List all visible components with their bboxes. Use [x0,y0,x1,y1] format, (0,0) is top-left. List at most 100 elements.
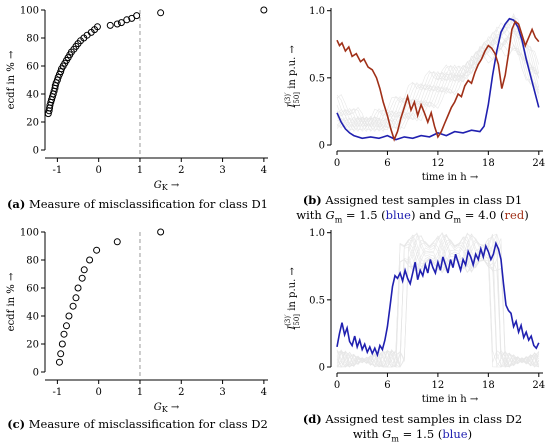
background-trace-b-1 [336,12,540,132]
x-tick-label-a-0: -1 [53,165,63,176]
y-tick-label-c-2: 40 [26,312,39,323]
background-trace-d-7 [336,233,540,368]
caption-c-letter: (c) [7,417,26,431]
y-tick-label-a-5: 100 [20,6,39,17]
x-tick-label-b-0: 0 [334,158,340,169]
data-point-a-15 [57,68,65,76]
y-tick-label-a-2: 40 [26,90,39,101]
data-point-c-10 [80,266,88,274]
x-tick-label-c-3: 2 [178,387,184,398]
data-point-c-7 [72,294,80,302]
chart-a-svg: 0 20 40 60 80 100 -1 0 1 2 3 4 ecdf in % → GK → [6,6,268,192]
background-trace-d-10 [336,235,540,368]
data-point-a-37 [133,12,141,20]
background-trace-d-3 [336,237,540,368]
chart-b-svg: 0 0.5 1.0 0 6 12 18 24 time in h → I(3)′[50] in p… [284,6,545,183]
x-tick-label-a-4: 3 [219,165,225,176]
chart-d: 0 0.5 1.0 0 6 12 18 24 time in h → I(3)′[50] in p… [275,222,550,412]
x-tick-label-c-0: -1 [53,387,63,398]
y-tick-label-d-0: 0 [319,363,325,374]
x-tick-label-d-2: 12 [432,380,445,391]
background-trace-b-0 [336,17,540,131]
data-point-a-38 [157,9,165,17]
background-trace-d-2 [336,233,539,368]
data-point-a-32 [106,21,114,29]
y-tick-label-b-0: 0 [319,141,325,152]
caption-d-g1-sub: m [391,434,399,444]
caption-d-end: ) [467,427,473,441]
background-trace-d-5 [336,232,539,368]
x-axis-label-d: time in h → [422,394,479,405]
y-tick-label-b-1: 0.5 [309,73,325,84]
data-point-c-2 [58,340,66,348]
caption-d: (d) Assigned test samples in class D2 wi… [275,412,550,446]
background-traces-d [336,232,540,368]
x-tick-label-c-2: 1 [137,387,143,398]
x-tick-label-b-2: 12 [432,158,445,169]
caption-d-with: with [352,427,383,441]
background-trace-b-5 [336,26,539,132]
series-line-b-0 [336,17,540,141]
caption-d-line2: with Gm = 1.5 (blue) [275,427,550,446]
x-tick-label-b-4: 24 [532,158,545,169]
data-point-c-0 [55,358,63,366]
y-axis-label-d: I(3)′[50] in p.u. → [284,267,301,331]
y-axis-label-b: I(3)′[50] in p.u. → [284,45,301,109]
background-trace-b-8 [336,28,540,132]
background-trace-d-4 [337,233,540,368]
y-axis-label-a: ecdf in % → [6,50,17,109]
x-tick-label-d-0: 0 [334,380,340,391]
chart-a: 0 20 40 60 80 100 -1 0 1 2 3 4 ecdf in % → GK → [0,0,275,192]
y-tick-label-c-0: 0 [33,368,39,379]
chart-c-svg: 0 20 40 60 80 100 -1 0 1 2 3 4 ecdf in % → GK → [6,228,268,414]
y-tick-label-a-1: 20 [26,118,39,129]
data-point-c-6 [69,302,77,310]
caption-b-with: with [296,208,326,222]
caption-b-and: ) and [410,208,445,222]
data-point-c-9 [78,274,86,282]
x-tick-label-d-3: 18 [482,380,495,391]
background-trace-b-12 [336,43,540,131]
caption-b-end: ) [524,208,529,222]
caption-d-letter: (d) [302,412,322,426]
caption-b-g2-val: = 4.0 ( [461,208,505,222]
chart-d-svg: 0 0.5 1.0 0 6 12 18 24 time in h → I(3)′[50] in p… [284,228,545,405]
y-tick-label-a-0: 0 [33,146,39,157]
data-point-c-5 [65,312,73,320]
caption-d-g1: G [382,427,392,441]
caption-c: (c) Measure of misclassification for cla… [0,417,275,432]
data-point-a-34 [117,19,125,27]
background-traces-b [336,12,540,132]
background-trace-d-9 [336,235,540,368]
background-trace-d-0 [336,237,540,368]
caption-b-g1-val: = 1.5 ( [342,208,386,222]
data-point-c-13 [113,238,121,246]
x-axis-label-a: GK → [154,180,180,190]
chart-b: 0 0.5 1.0 0 6 12 18 24 time in h → I(3)′[50] in p… [275,0,550,190]
data-point-a-33 [113,20,121,28]
caption-b-g2-sub: m [453,215,462,225]
x-tick-label-c-1: 0 [95,387,101,398]
background-trace-b-2 [336,15,540,132]
chart-c: 0 20 40 60 80 100 -1 0 1 2 3 4 ecdf in % → GK → [0,222,275,414]
background-trace-d-6 [336,236,540,368]
data-point-c-3 [60,330,68,338]
background-trace-d-8 [336,232,539,368]
caption-b-g1: G [325,208,335,222]
caption-b-line2: with Gm = 1.5 (blue) and Gm = 4.0 (red) [275,208,550,227]
caption-b-g2: G [444,208,454,222]
y-tick-label-c-1: 20 [26,340,39,351]
caption-a-letter: (a) [6,197,26,211]
background-trace-d-11 [336,232,540,368]
x-tick-label-b-3: 18 [482,158,495,169]
background-trace-b-10 [336,37,539,132]
x-axis-label-b: time in h → [422,172,479,183]
series-line-b-1 [336,20,540,142]
y-tick-label-a-3: 60 [26,62,39,73]
y-tick-label-c-3: 60 [26,284,39,295]
x-tick-label-a-5: 4 [261,165,267,176]
background-trace-b-7 [336,26,540,132]
data-point-a-39 [260,6,268,14]
x-tick-label-b-1: 6 [384,158,390,169]
background-trace-d-12 [336,234,540,368]
